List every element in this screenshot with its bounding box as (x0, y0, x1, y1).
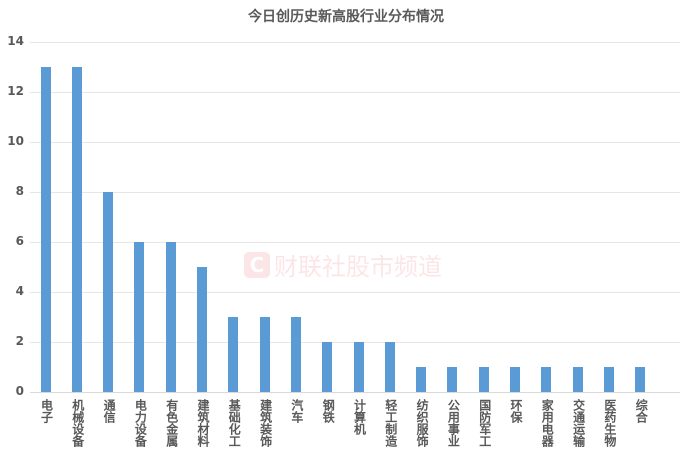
x-tick-label: 钢铁 (321, 399, 336, 423)
x-tick-label: 综合 (634, 399, 649, 423)
x-tick-label: 机械设备 (70, 399, 85, 447)
bar (353, 342, 364, 392)
gridline (30, 42, 680, 43)
x-axis-line (30, 392, 680, 393)
x-tick-label: 建筑材料 (196, 399, 210, 447)
bar (478, 367, 489, 392)
chart-title: 今日创历史新高股行业分布情况 (248, 9, 444, 25)
bar (572, 367, 583, 392)
bar (103, 192, 114, 392)
plot-area (30, 42, 680, 393)
bar (384, 342, 395, 392)
x-tick-label: 公用事业 (446, 399, 461, 447)
gridline (30, 142, 680, 143)
cls-logo-icon: C (244, 251, 270, 278)
y-tick-label: 0 (15, 384, 24, 398)
bar (197, 267, 207, 392)
bar (71, 67, 82, 392)
gridline (30, 292, 680, 293)
bar (228, 317, 239, 392)
gridline (30, 242, 680, 243)
x-tick-label: 国防军工 (477, 399, 492, 447)
gridline (30, 92, 680, 93)
bar (290, 317, 301, 392)
x-tick-label: 基础化工 (227, 399, 242, 447)
y-tick-label: 2 (15, 334, 24, 348)
x-tick-label: 计算机 (352, 399, 367, 435)
bar (541, 367, 552, 392)
watermark: C 财联社股市频道 (244, 247, 442, 282)
x-tick-label: 汽车 (289, 399, 304, 423)
x-tick-label: 建筑装饰 (258, 399, 273, 447)
x-tick-label: 纺织服饰 (415, 399, 430, 447)
bar (510, 367, 520, 392)
x-tick-label: 家用电器 (540, 399, 555, 447)
watermark-text: 财联社股市频道 (274, 253, 442, 281)
y-tick-label: 10 (7, 134, 24, 148)
y-tick-label: 14 (7, 34, 24, 48)
bar (134, 242, 145, 392)
bar (322, 342, 333, 392)
x-tick-label: 电子 (39, 399, 54, 423)
gridline (30, 192, 680, 193)
bar (635, 367, 646, 392)
y-tick-label: 12 (7, 84, 24, 98)
y-tick-label: 6 (15, 234, 24, 248)
y-tick-label: 4 (15, 284, 24, 298)
y-tick-label: 8 (15, 184, 24, 198)
x-tick-label: 电力设备 (133, 399, 148, 447)
x-tick-label: 医药生物 (602, 399, 617, 447)
bar (40, 67, 51, 392)
bar (603, 367, 614, 392)
x-tick-label: 通信 (102, 399, 117, 423)
x-tick-label: 环保 (509, 399, 523, 423)
x-tick-label: 轻工制造 (383, 399, 398, 447)
x-tick-label: 有色金属 (164, 399, 179, 447)
bar (416, 367, 427, 392)
x-tick-label: 交通运输 (571, 399, 586, 447)
bar (165, 242, 176, 392)
bar (447, 367, 458, 392)
bar (259, 317, 270, 392)
